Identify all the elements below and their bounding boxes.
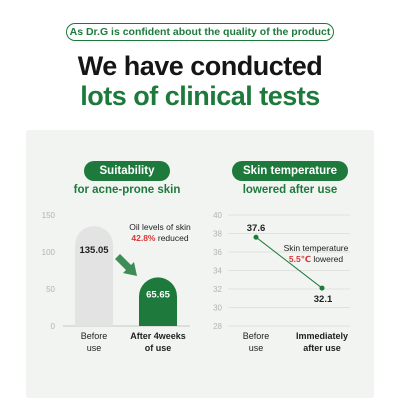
bar-chart-tick-label: 150	[42, 211, 56, 220]
bar-chart-tick-label: 50	[46, 285, 55, 294]
line-value-label: 32.1	[314, 294, 333, 305]
bar-before-use	[75, 226, 113, 326]
headline-line-1: We have conducted	[77, 51, 323, 81]
line-chart-tick-label: 30	[213, 304, 222, 313]
temperature-point-after	[319, 285, 325, 291]
suitability-pill: Suitability	[84, 161, 170, 181]
bar-category-label: of use	[145, 343, 172, 353]
suitability-subtitle: for acne-prone skin	[73, 184, 181, 196]
line-value-label: 37.6	[247, 223, 266, 234]
bar-value-label: 135.05	[79, 245, 109, 256]
line-category-label: Before	[243, 331, 270, 341]
line-category-label: Immediately	[296, 331, 348, 341]
bar-after-4weeks	[139, 277, 177, 326]
line-chart-tick-label: 28	[213, 322, 222, 331]
skin-temperature-subtitle: lowered after use	[242, 184, 338, 196]
decrease-arrow-icon	[115, 254, 137, 276]
line-chart-tick-label: 40	[213, 211, 222, 220]
skin-temperature-pill: Skin temperature	[232, 161, 348, 181]
line-chart-tick-label: 36	[213, 248, 222, 257]
headline-line-2: lots of clinical tests	[80, 81, 320, 111]
line-annotation-line-1: Skin temperature	[284, 243, 349, 253]
bar-value-label: 65.65	[146, 289, 170, 300]
line-chart-tick-label: 38	[213, 230, 222, 239]
bar-category-label: use	[87, 343, 102, 353]
bar-annotation-line-1: Oil levels of skin	[129, 222, 191, 232]
bar-category-label: After 4weeks	[130, 331, 186, 341]
line-category-label: after use	[303, 343, 341, 353]
bar-category-label: Before	[81, 331, 108, 341]
temperature-point-before	[253, 234, 259, 240]
temperature-series-line	[255, 236, 323, 289]
line-annotation-line-2: 5.5℃ lowered	[289, 254, 344, 264]
confidence-banner: As Dr.G is confident about the quality o…	[66, 23, 334, 41]
bar-chart-tick-label: 0	[51, 322, 56, 331]
line-chart-tick-label: 32	[213, 285, 222, 294]
bar-chart-tick-label: 100	[42, 248, 56, 257]
line-chart-tick-label: 34	[213, 267, 222, 276]
line-category-label: use	[249, 343, 264, 353]
bar-annotation-line-2: 42.8% reduced	[131, 233, 188, 243]
